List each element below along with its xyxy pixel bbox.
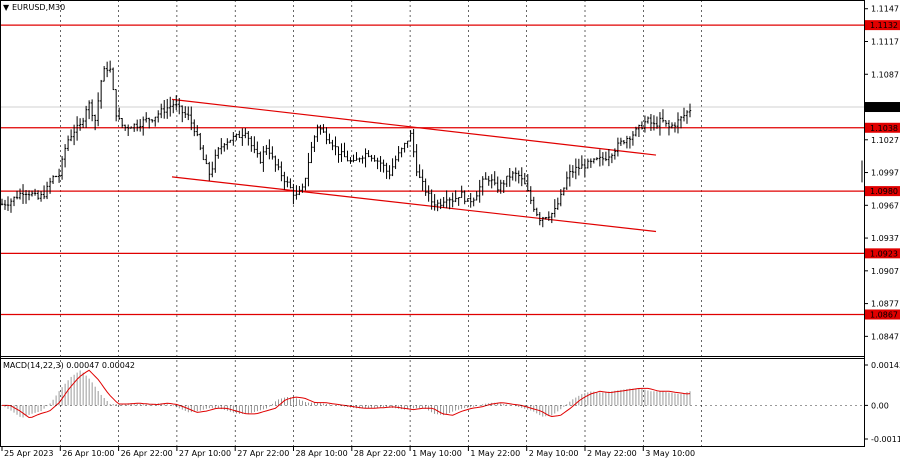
level-label-box bbox=[865, 186, 900, 197]
current-price-box bbox=[865, 102, 900, 113]
time-tick-label: 27 Apr 22:00 bbox=[237, 449, 289, 458]
macd-signal-line bbox=[2, 369, 691, 419]
price-tick-label: 1.0877 bbox=[871, 300, 899, 309]
time-tick-label: 2 May 10:00 bbox=[529, 449, 579, 458]
level-label: 1.1038 bbox=[870, 124, 898, 133]
macd-tick-label: 0.00 bbox=[871, 401, 889, 410]
current-price-label: 1.1057 bbox=[870, 103, 898, 112]
chart-title: EURUSD,M30 bbox=[12, 3, 65, 12]
time-tick-label: 26 Apr 22:00 bbox=[121, 449, 173, 458]
level-label: 1.0923 bbox=[870, 249, 898, 258]
price-tick-label: 1.1117 bbox=[871, 37, 899, 46]
macd-tick-label: 0.00143 bbox=[871, 361, 900, 370]
time-tick-label: 2 May 22:00 bbox=[587, 449, 637, 458]
level-label: 1.0867 bbox=[870, 311, 898, 320]
time-tick-label: 28 Apr 22:00 bbox=[354, 449, 406, 458]
price-tick-label: 1.0967 bbox=[871, 201, 899, 210]
price-tick-label: 1.1147 bbox=[871, 5, 899, 14]
price-candles bbox=[0, 60, 863, 228]
symbol-menu-icon[interactable]: ▼ bbox=[3, 3, 10, 12]
macd-tick-label: -0.00119 bbox=[871, 435, 900, 444]
price-tick-label: 1.0847 bbox=[871, 332, 899, 341]
level-label-box bbox=[865, 122, 900, 133]
time-tick-label: 26 Apr 10:00 bbox=[62, 449, 114, 458]
time-axis: 25 Apr 2023 26 Apr 10:00 26 Apr 22:00 27 Ap… bbox=[1, 447, 695, 458]
time-tick-label: 25 Apr 2023 bbox=[4, 449, 53, 458]
channel-line bbox=[171, 176, 657, 233]
time-tick-label: 1 May 22:00 bbox=[470, 449, 520, 458]
channel-line bbox=[171, 98, 657, 156]
time-tick-label: 1 May 10:00 bbox=[412, 449, 462, 458]
time-tick-label: 27 Apr 10:00 bbox=[179, 449, 231, 458]
time-tick-label: 28 Apr 10:00 bbox=[296, 449, 348, 458]
price-tick-label: 1.1027 bbox=[871, 136, 899, 145]
trend-channel bbox=[171, 98, 657, 233]
level-label-box bbox=[865, 20, 900, 31]
level-label-box bbox=[865, 309, 900, 320]
level-label: 1.1132 bbox=[870, 21, 898, 30]
time-tick-label: 3 May 10:00 bbox=[645, 449, 695, 458]
price-tick-label: 1.0937 bbox=[871, 234, 899, 243]
price-tick-label: 1.0907 bbox=[871, 267, 899, 276]
level-label-box bbox=[865, 248, 900, 259]
price-tick-label: 1.0997 bbox=[871, 169, 899, 178]
level-labels: 1.1132 1.1038 1.0980 1.0923 1.0867 1.1057 bbox=[865, 20, 900, 320]
macd-label: MACD(14,22,3) 0.00047 0.00042 bbox=[3, 361, 135, 370]
level-label: 1.0980 bbox=[870, 187, 898, 196]
price-tick-label: 1.1087 bbox=[871, 70, 899, 79]
